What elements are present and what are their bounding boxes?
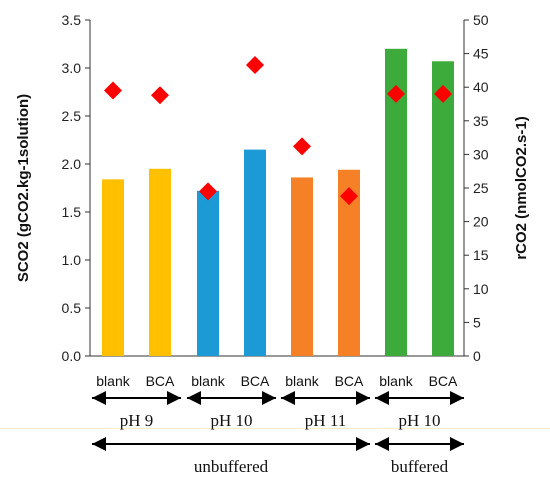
group-label: pH 10	[210, 411, 252, 430]
diamond-point	[104, 81, 122, 100]
y-tick-label: 0.5	[62, 300, 82, 316]
category-label: BCA	[146, 373, 175, 389]
y2-tick-label: 40	[473, 79, 489, 95]
bar	[291, 177, 313, 356]
bar	[102, 179, 124, 356]
category-label: BCA	[241, 373, 270, 389]
y2-tick-label: 45	[473, 46, 489, 62]
bar	[244, 149, 266, 356]
diamond-point	[246, 56, 264, 75]
y-tick-label: 2.0	[62, 156, 82, 172]
diamond-point	[199, 182, 217, 201]
y2-axis-title: rCO2 (nmolCO2.s-1)	[513, 116, 530, 259]
diamond-point	[434, 84, 452, 103]
group-label: pH 9	[120, 411, 154, 430]
category-label: blank	[285, 373, 319, 389]
diamond-point	[387, 84, 405, 103]
y2-tick-label: 35	[473, 113, 489, 129]
y2-tick-label: 50	[473, 12, 489, 28]
category-label: blank	[191, 373, 225, 389]
y2-tick-label: 5	[473, 314, 481, 330]
category-label: BCA	[335, 373, 364, 389]
y2-tick-label: 20	[473, 214, 489, 230]
diamond-point	[340, 187, 358, 206]
diamond-point	[151, 86, 169, 105]
y-axis-title: SCO2 (gCO2.kg-1solution)	[15, 94, 32, 282]
bar	[197, 190, 219, 356]
supergroup-label: unbuffered	[194, 457, 269, 476]
bar	[338, 169, 360, 356]
y-tick-label: 3.0	[62, 60, 82, 76]
y2-tick-label: 0	[473, 348, 481, 364]
y2-tick-label: 25	[473, 180, 489, 196]
bar	[385, 48, 407, 357]
bar	[432, 61, 454, 356]
divider-line	[0, 428, 550, 429]
y2-tick-label: 15	[473, 247, 489, 263]
bar	[149, 168, 171, 356]
y2-tick-label: 10	[473, 281, 489, 297]
y-tick-label: 2.5	[62, 108, 82, 124]
group-label: pH 10	[398, 411, 440, 430]
supergroup-label: buffered	[391, 457, 449, 476]
group-label: pH 11	[305, 411, 346, 430]
y-tick-label: 1.0	[62, 252, 82, 268]
y-tick-label: 3.5	[62, 12, 82, 28]
category-label: BCA	[429, 373, 458, 389]
y-tick-label: 0.0	[62, 348, 82, 364]
category-label: blank	[379, 373, 413, 389]
category-label: blank	[96, 373, 130, 389]
y-tick-label: 1.5	[62, 204, 82, 220]
y2-tick-label: 30	[473, 146, 489, 162]
diamond-point	[293, 137, 311, 156]
